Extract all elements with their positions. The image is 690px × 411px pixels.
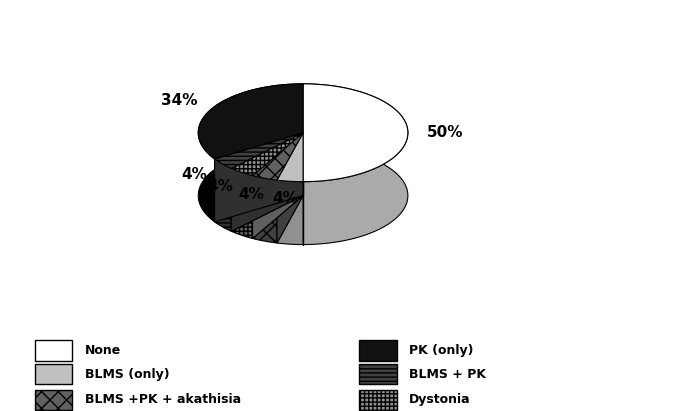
FancyBboxPatch shape (359, 340, 397, 361)
Polygon shape (253, 175, 277, 243)
Text: 4%: 4% (181, 167, 207, 182)
Text: PK (only): PK (only) (409, 344, 473, 357)
Polygon shape (231, 133, 303, 231)
Text: BLMS + PK: BLMS + PK (409, 367, 486, 381)
Polygon shape (215, 133, 303, 222)
FancyBboxPatch shape (34, 364, 72, 384)
Text: 34%: 34% (161, 93, 197, 109)
Polygon shape (253, 133, 303, 238)
Polygon shape (198, 84, 303, 222)
Polygon shape (231, 133, 303, 231)
Polygon shape (277, 133, 303, 243)
Polygon shape (277, 133, 303, 182)
Polygon shape (303, 84, 408, 245)
Text: BLMS +PK + akathisia: BLMS +PK + akathisia (85, 393, 241, 406)
Text: None: None (85, 344, 121, 357)
Polygon shape (303, 84, 408, 182)
Polygon shape (215, 133, 303, 169)
Polygon shape (215, 159, 231, 231)
Polygon shape (277, 180, 303, 245)
Text: 4%: 4% (238, 187, 264, 202)
Text: 50%: 50% (426, 125, 463, 140)
Polygon shape (215, 133, 303, 222)
Polygon shape (253, 133, 303, 238)
Polygon shape (231, 169, 253, 238)
Polygon shape (253, 133, 303, 180)
Text: BLMS (only): BLMS (only) (85, 367, 170, 381)
Text: 4%: 4% (273, 191, 298, 206)
FancyBboxPatch shape (359, 390, 397, 410)
FancyBboxPatch shape (359, 364, 397, 384)
Polygon shape (198, 84, 303, 159)
Text: Dystonia: Dystonia (409, 393, 471, 406)
FancyBboxPatch shape (34, 340, 72, 361)
FancyBboxPatch shape (34, 390, 72, 410)
Polygon shape (231, 133, 303, 175)
Polygon shape (277, 133, 303, 243)
Text: 4%: 4% (207, 179, 233, 194)
